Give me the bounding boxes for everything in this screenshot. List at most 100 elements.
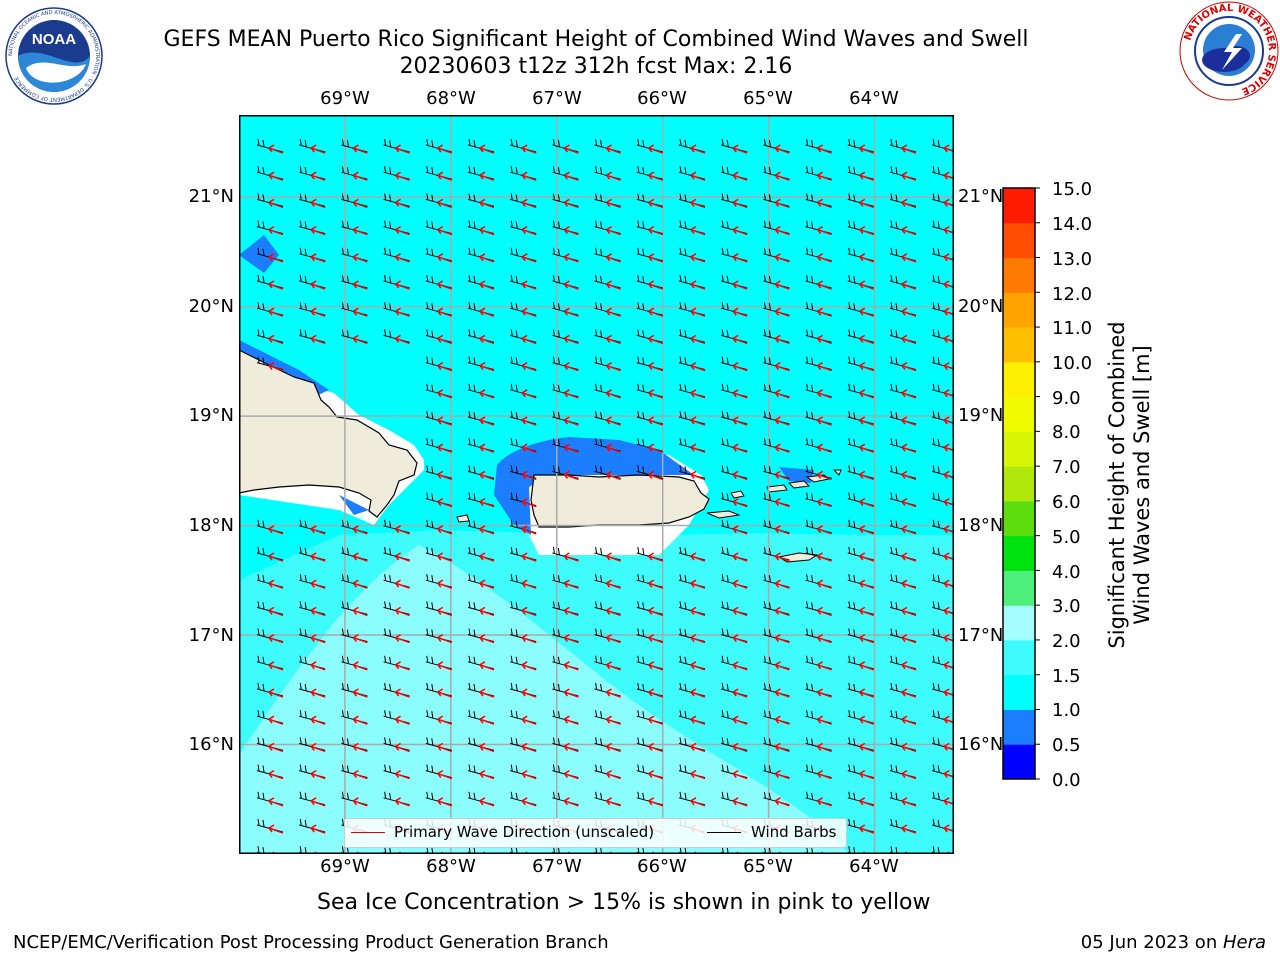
colorbar-tick-label: 0.5 xyxy=(1052,735,1081,756)
wave-direction-arrow xyxy=(817,198,832,209)
wave-direction-arrow xyxy=(352,688,368,698)
wave-direction-arrow xyxy=(479,606,495,617)
colorbar-segment xyxy=(1003,327,1035,363)
wave-direction-arrow xyxy=(310,769,326,780)
wave-direction-arrow xyxy=(774,144,790,154)
wave-direction-arrow xyxy=(310,742,326,753)
wave-direction-arrow xyxy=(352,769,368,780)
lon-label-bottom: 64°W xyxy=(849,856,899,877)
wave-direction-arrow xyxy=(606,253,621,263)
wave-direction-arrow xyxy=(943,416,954,425)
wave-direction-arrow xyxy=(479,497,495,508)
wave-direction-arrow xyxy=(859,661,875,671)
wave-direction-arrow xyxy=(690,715,706,725)
wave-direction-arrow xyxy=(817,606,832,617)
wave-direction-arrow xyxy=(437,633,453,644)
wave-direction-arrow xyxy=(943,797,954,806)
colorbar-segment xyxy=(1003,500,1035,537)
wave-direction-arrow xyxy=(521,198,537,209)
wave-direction-arrow xyxy=(774,225,790,236)
colorbar-tick-label: 7.0 xyxy=(1052,457,1081,478)
wave-direction-arrow xyxy=(521,144,537,154)
colorbar xyxy=(1002,187,1040,780)
wave-direction-arrow xyxy=(690,225,706,236)
wave-direction-arrow xyxy=(690,307,706,317)
wave-direction-arrow xyxy=(352,579,368,589)
colorbar-segment xyxy=(1003,674,1035,710)
wave-direction-arrow xyxy=(817,307,832,317)
wave-direction-arrow xyxy=(817,361,832,372)
wave-direction-arrow xyxy=(352,171,368,181)
wave-direction-arrow xyxy=(395,225,410,236)
wave-direction-arrow xyxy=(943,525,954,534)
wave-direction-arrow xyxy=(774,579,790,589)
wave-direction-arrow xyxy=(268,797,284,807)
wave-direction-arrow xyxy=(437,361,453,372)
wave-direction-arrow xyxy=(859,579,875,589)
wave-direction-arrow xyxy=(437,171,453,181)
lon-label-top: 66°W xyxy=(637,88,687,109)
chart-subtitle: 20230603 t12z 312h fcst Max: 2.16 xyxy=(399,54,793,79)
wave-direction-arrow xyxy=(943,198,954,207)
wave-direction-arrow xyxy=(352,742,368,753)
wave-direction-arrow xyxy=(606,280,621,290)
wave-direction-arrow xyxy=(268,579,284,589)
wave-direction-arrow xyxy=(943,470,954,479)
wave-direction-arrow xyxy=(352,661,368,671)
wave-direction-arrow xyxy=(310,715,326,725)
wave-direction-arrow xyxy=(606,661,621,671)
wave-direction-arrow xyxy=(606,171,621,181)
wave-direction-arrow xyxy=(521,171,537,181)
wave-direction-arrow xyxy=(648,443,664,453)
wave-direction-arrow xyxy=(606,361,621,372)
lon-label-top: 64°W xyxy=(849,88,899,109)
wave-direction-arrow xyxy=(479,416,495,426)
wind-barb-legend-swatch xyxy=(707,832,741,833)
wave-direction-arrow xyxy=(479,688,495,698)
wave-direction-arrow xyxy=(690,470,706,481)
wave-direction-arrow xyxy=(437,715,453,725)
wave-direction-arrow xyxy=(310,525,326,535)
wave-band-2-0-3-0 xyxy=(239,545,849,854)
wave-direction-arrow xyxy=(732,769,748,780)
wave-direction-arrow xyxy=(521,280,537,290)
wave-direction-arrow xyxy=(732,389,748,399)
wave-direction-arrow xyxy=(310,797,326,807)
wave-direction-arrow xyxy=(774,552,790,562)
wave-direction-arrow xyxy=(437,307,453,317)
wave-direction-arrow xyxy=(943,334,954,343)
colorbar-tick-label: 1.0 xyxy=(1052,700,1081,721)
wave-direction-arrow xyxy=(943,715,954,724)
wave-direction-arrow xyxy=(563,769,579,780)
generation-date: 05 Jun 2023 on Hera xyxy=(1081,932,1266,953)
wave-direction-arrow xyxy=(395,171,410,181)
wave-direction-arrow xyxy=(648,280,664,290)
wave-direction-arrow xyxy=(395,307,410,317)
wave-direction-arrow xyxy=(395,144,410,154)
wave-direction-arrow xyxy=(479,525,495,535)
wave-direction-arrow xyxy=(352,307,368,317)
wave-direction-arrow xyxy=(268,334,284,345)
wave-direction-arrow xyxy=(352,552,368,562)
wave-direction-arrow xyxy=(310,144,326,154)
wave-direction-arrow xyxy=(437,661,453,671)
wave-direction-arrow xyxy=(901,443,917,453)
wave-direction-arrow xyxy=(310,606,326,617)
wave-direction-arrow xyxy=(395,552,410,562)
wave-direction-arrow xyxy=(943,280,954,289)
wave-direction-arrow xyxy=(352,253,368,263)
wave-direction-arrow xyxy=(859,470,875,481)
wave-direction-arrow xyxy=(563,416,579,426)
wave-direction-arrow xyxy=(690,253,706,263)
wave-direction-arrow xyxy=(563,552,579,562)
wave-direction-arrow xyxy=(395,661,410,671)
wave-direction-arrow xyxy=(648,171,664,181)
wave-direction-arrow xyxy=(352,606,368,617)
colorbar-tick-label: 11.0 xyxy=(1052,318,1093,339)
wave-direction-arrow xyxy=(563,198,579,209)
wave-direction-arrow xyxy=(817,633,832,644)
colorbar-segment xyxy=(1003,709,1035,745)
wave-direction-arrow xyxy=(774,525,790,535)
wave-direction-arrow xyxy=(563,633,579,644)
wave-direction-arrow xyxy=(606,769,621,780)
